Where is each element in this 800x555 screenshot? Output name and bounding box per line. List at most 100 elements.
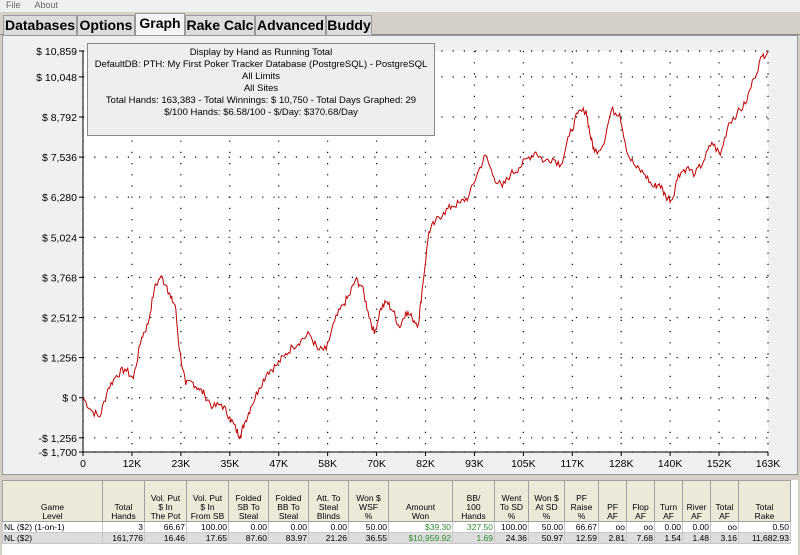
table-cell: 17.65 <box>186 532 229 544</box>
column-header-line: Total <box>755 502 774 512</box>
column-header[interactable]: Won $ At SD% <box>528 480 565 522</box>
table-cell: 16.46 <box>144 532 187 544</box>
column-header[interactable]: River AF <box>682 480 711 522</box>
table-row[interactable]: NL ($2) (1-on-1) 3 66.67 100.00 0.00 0.00 0.00… <box>2 521 791 533</box>
column-header-line: Hands <box>111 511 136 521</box>
column-header[interactable]: BB/100 Hands <box>452 480 495 522</box>
tab-rake-calc[interactable]: Rake Calc <box>185 15 255 35</box>
column-header-line: % <box>542 511 551 521</box>
column-header[interactable]: Total Hands <box>102 480 145 522</box>
table-cell: 0.00 <box>308 521 349 533</box>
tab-buddy[interactable]: Buddy <box>326 15 372 35</box>
column-header-line: Folded <box>235 493 262 503</box>
y-tick-label: $ 3,768 <box>42 272 77 284</box>
column-header[interactable]: Turn AF <box>654 480 683 522</box>
column-header[interactable]: Att. To Steal Blinds <box>308 480 349 522</box>
x-tick-label: 152K <box>707 458 732 470</box>
column-header-line: AF <box>635 511 646 521</box>
y-tick-label: $ 8,792 <box>42 112 77 124</box>
table-cell: 327.50 <box>452 521 495 533</box>
table-cell: 0.00 <box>268 521 309 533</box>
column-header[interactable]: PF Raise% <box>564 480 599 522</box>
table-cell: 7.68 <box>626 532 655 544</box>
y-tick-label: $ 0 <box>62 393 77 405</box>
stats-table: Game Level Total Hands Vol. Put $ In The Pot Vo… <box>2 480 791 544</box>
table-cell: 3 <box>102 521 145 533</box>
column-header[interactable]: Folded BB To Steal <box>268 480 309 522</box>
stats-grid[interactable]: Game Level Total Hands Vol. Put $ In The Pot Vo… <box>2 480 798 555</box>
x-tick-label: 70K <box>367 458 386 470</box>
column-header[interactable]: Amount Won <box>388 480 453 522</box>
table-cell: 87.60 <box>228 532 269 544</box>
column-header-line: Steal <box>318 502 339 512</box>
info-database: DefaultDB: PTH: My First Poker Tracker D… <box>94 59 428 70</box>
column-header-line: From SB <box>190 511 225 521</box>
column-header-line: BB/ <box>466 493 481 503</box>
x-tick-label: 0 <box>80 458 86 470</box>
tab-advanced[interactable]: Advanced <box>255 15 326 35</box>
table-cell: NL ($2) <box>2 532 103 544</box>
table-cell: 0.00 <box>228 521 269 533</box>
table-cell: oo <box>710 521 739 533</box>
tab-options[interactable]: Options <box>77 15 135 35</box>
y-tick-label: $ 10,859 <box>36 46 77 58</box>
column-header-line: The Pot <box>150 511 181 521</box>
column-header-line: Raise <box>570 502 593 512</box>
tab-graph[interactable]: Graph <box>135 13 185 36</box>
column-header-line: Turn <box>659 502 678 512</box>
column-header[interactable]: Game Level <box>2 480 103 522</box>
x-tick-label: 47K <box>269 458 288 470</box>
column-header[interactable]: Vol. Put $ In From SB <box>186 480 229 522</box>
y-tick-label: $ 5,024 <box>42 232 77 244</box>
column-header[interactable]: Total AF <box>710 480 739 522</box>
table-cell: $39.30 <box>388 521 453 533</box>
column-header-line: AF <box>691 511 702 521</box>
column-header-line: Vol. Put <box>192 493 223 503</box>
info-limits: All Limits <box>241 71 280 82</box>
x-tick-label: 163K <box>756 458 781 470</box>
tab-bar: Databases Options Graph Rake Calc Advanc… <box>0 13 800 36</box>
column-header[interactable]: Folded SB To Steal <box>228 480 269 522</box>
table-cell: 11,682.93 <box>738 532 791 544</box>
y-tick-label: $ 2,512 <box>42 313 77 325</box>
menu-file[interactable]: File <box>6 0 21 10</box>
info-totals: Total Hands: 163,383 - Total Winnings: $… <box>105 95 417 106</box>
column-header[interactable]: Flop AF <box>626 480 655 522</box>
x-tick-label: 23K <box>172 458 191 470</box>
table-cell: oo <box>626 521 655 533</box>
table-cell: 3.16 <box>710 532 739 544</box>
column-header-line: Steal <box>278 511 299 521</box>
column-header-line: SB To <box>237 502 260 512</box>
column-header-line: AF <box>719 511 730 521</box>
column-header-line: % <box>577 511 586 521</box>
info-display-mode: Display by Hand as Running Total <box>189 47 333 58</box>
column-header[interactable]: Vol. Put $ In The Pot <box>144 480 187 522</box>
column-header[interactable]: Won $ WSF% <box>348 480 389 522</box>
column-header-line: Total <box>114 502 133 512</box>
y-tick-label: -$ 1,700 <box>38 447 77 459</box>
column-header-line: 100 <box>466 502 481 512</box>
column-header-line: $ In <box>200 502 215 512</box>
column-header[interactable]: Went To SD% <box>494 480 529 522</box>
column-header-line: Folded <box>275 493 302 503</box>
table-cell: 66.67 <box>564 521 599 533</box>
x-tick-label: 82K <box>416 458 435 470</box>
y-tick-label: -$ 1,256 <box>38 433 77 445</box>
x-tick-label: 105K <box>511 458 536 470</box>
table-row[interactable]: NL ($2) 161,776 16.46 17.65 87.60 83.97 21.26 3… <box>2 532 791 544</box>
table-cell: 24.36 <box>494 532 529 544</box>
tab-databases[interactable]: Databases <box>3 15 77 35</box>
x-tick-label: 140K <box>658 458 683 470</box>
column-header[interactable]: Total Rake <box>738 480 791 522</box>
x-tick-label: 35K <box>220 458 239 470</box>
column-header-line: Game <box>40 502 65 512</box>
y-tick-label: $ 1,256 <box>42 353 77 365</box>
menu-about[interactable]: About <box>34 0 59 10</box>
table-cell: 2.81 <box>598 532 627 544</box>
column-header-line: Won <box>411 511 430 521</box>
column-header[interactable]: PF AF <box>598 480 627 522</box>
menu-bar: File About <box>0 0 800 12</box>
column-header-line: Went <box>501 493 522 503</box>
table-cell: 1.48 <box>682 532 711 544</box>
x-tick-label: 12K <box>123 458 142 470</box>
